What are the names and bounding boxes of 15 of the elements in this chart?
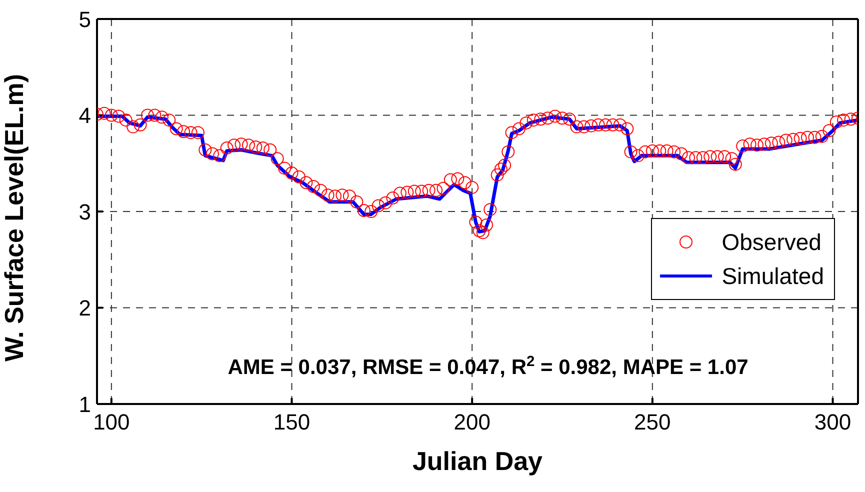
x-tick-label: 250 <box>634 410 671 435</box>
x-axis-title: Julian Day <box>412 446 544 476</box>
y-axis-title: W. Surface Level(EL.m) <box>0 74 30 362</box>
x-tick-label: 300 <box>814 410 852 435</box>
y-tick-label: 5 <box>78 6 91 32</box>
legend-label: Simulated <box>722 262 824 291</box>
annotation: AME = 0.037, RMSE = 0.047, R$^{2}$ = 0.982, MAPE = 1.07 <box>228 354 748 379</box>
x-tick-label: 100 <box>93 410 130 435</box>
y-tick-label: 4 <box>78 103 91 128</box>
y-tick-label: 3 <box>78 199 91 224</box>
y-tick-label: 1 <box>78 392 91 417</box>
x-tick-label: 200 <box>454 410 490 435</box>
x-tick-label: 150 <box>273 410 310 435</box>
legend-label: Observed <box>722 228 822 257</box>
y-tick-label: 2 <box>78 296 91 321</box>
